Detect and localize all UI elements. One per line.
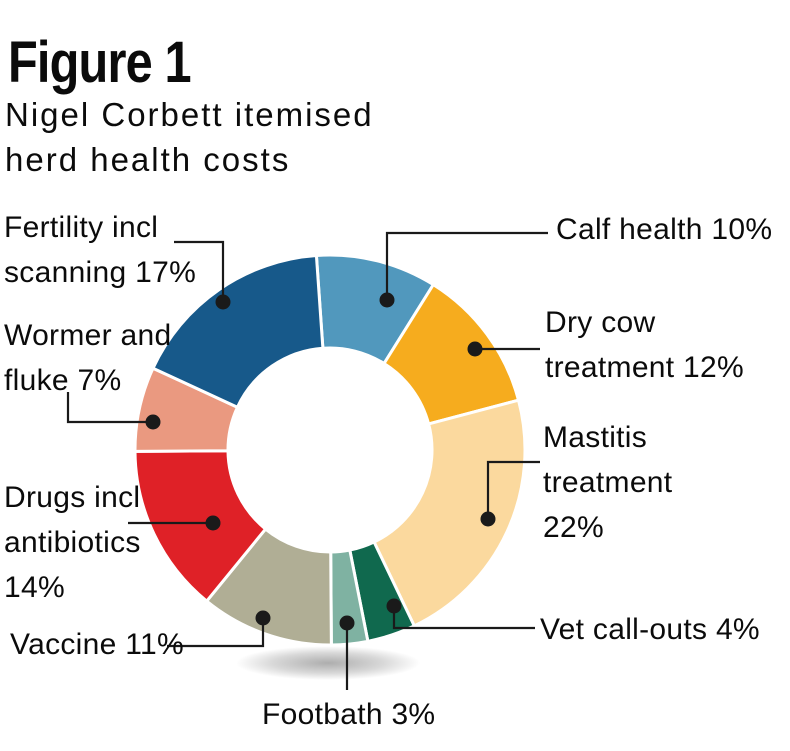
label-line: scanning 17% — [4, 256, 197, 289]
label-line: Fertility incl — [4, 211, 159, 244]
callout-dot-dry-cow — [467, 341, 483, 357]
callout-line-vaccine — [167, 620, 265, 648]
label-fertility-incl-scanning: Fertility incl scanning 17% — [4, 205, 196, 295]
callout-dot-fertility — [215, 294, 231, 310]
callout-line-vet-callouts — [392, 608, 535, 630]
label-line: Drugs incl — [4, 481, 141, 514]
label-footbath: Footbath 3% — [262, 692, 435, 737]
callout-line-mastitis — [486, 460, 540, 517]
callout-line-calf-health — [385, 231, 548, 298]
label-line: Footbath 3% — [262, 698, 436, 731]
callout-line-wormer — [66, 392, 153, 424]
donut-slice-mastitis-treatment — [372, 398, 527, 628]
label-drugs-incl-antibiotics: Drugs incl antibiotics 14% — [4, 475, 141, 610]
callout-lines — [66, 231, 548, 690]
label-line: treatment — [543, 466, 673, 499]
label-line: Dry cow — [545, 306, 656, 339]
figure-label: Figure 1 — [8, 30, 192, 95]
donut-slice-fertility-incl-scanning — [151, 253, 325, 409]
label-line: Calf health 10% — [556, 213, 773, 246]
figure-title-line1: Nigel Corbett itemised — [5, 96, 374, 133]
label-line: Wormer and — [4, 319, 172, 352]
callout-dots — [145, 292, 496, 631]
callout-dot-mastitis — [480, 511, 496, 527]
label-line: Vet call-outs 4% — [540, 613, 760, 646]
callout-line-fertility — [174, 240, 225, 300]
callout-dot-calf-health — [379, 292, 395, 308]
label-line: 14% — [4, 571, 65, 604]
label-line: treatment 12% — [545, 351, 745, 384]
label-calf-health: Calf health 10% — [556, 207, 772, 252]
label-vet-call-outs: Vet call-outs 4% — [540, 607, 760, 652]
label-dry-cow-treatment: Dry cow treatment 12% — [545, 300, 744, 390]
label-line: antibiotics — [4, 526, 141, 559]
figure-title-line2: herd health costs — [5, 141, 291, 178]
callout-dot-vet-callouts — [386, 598, 402, 614]
callout-dot-drugs — [205, 515, 221, 531]
callout-dot-wormer — [145, 414, 161, 430]
figure-title: Nigel Corbett itemised herd health costs — [5, 92, 374, 182]
label-wormer-and-fluke: Wormer and fluke 7% — [4, 313, 172, 403]
donut-ring — [133, 253, 527, 647]
label-line: Vaccine 11% — [10, 628, 184, 661]
label-vaccine: Vaccine 11% — [10, 622, 184, 667]
callout-dot-vaccine — [255, 610, 271, 626]
label-mastitis-treatment: Mastitis treatment 22% — [543, 415, 672, 550]
label-line: Mastitis — [543, 421, 648, 454]
label-line: fluke 7% — [4, 364, 122, 397]
donut-shadow — [236, 646, 420, 680]
callout-dot-footbath — [339, 615, 355, 631]
label-line: 22% — [543, 511, 604, 544]
